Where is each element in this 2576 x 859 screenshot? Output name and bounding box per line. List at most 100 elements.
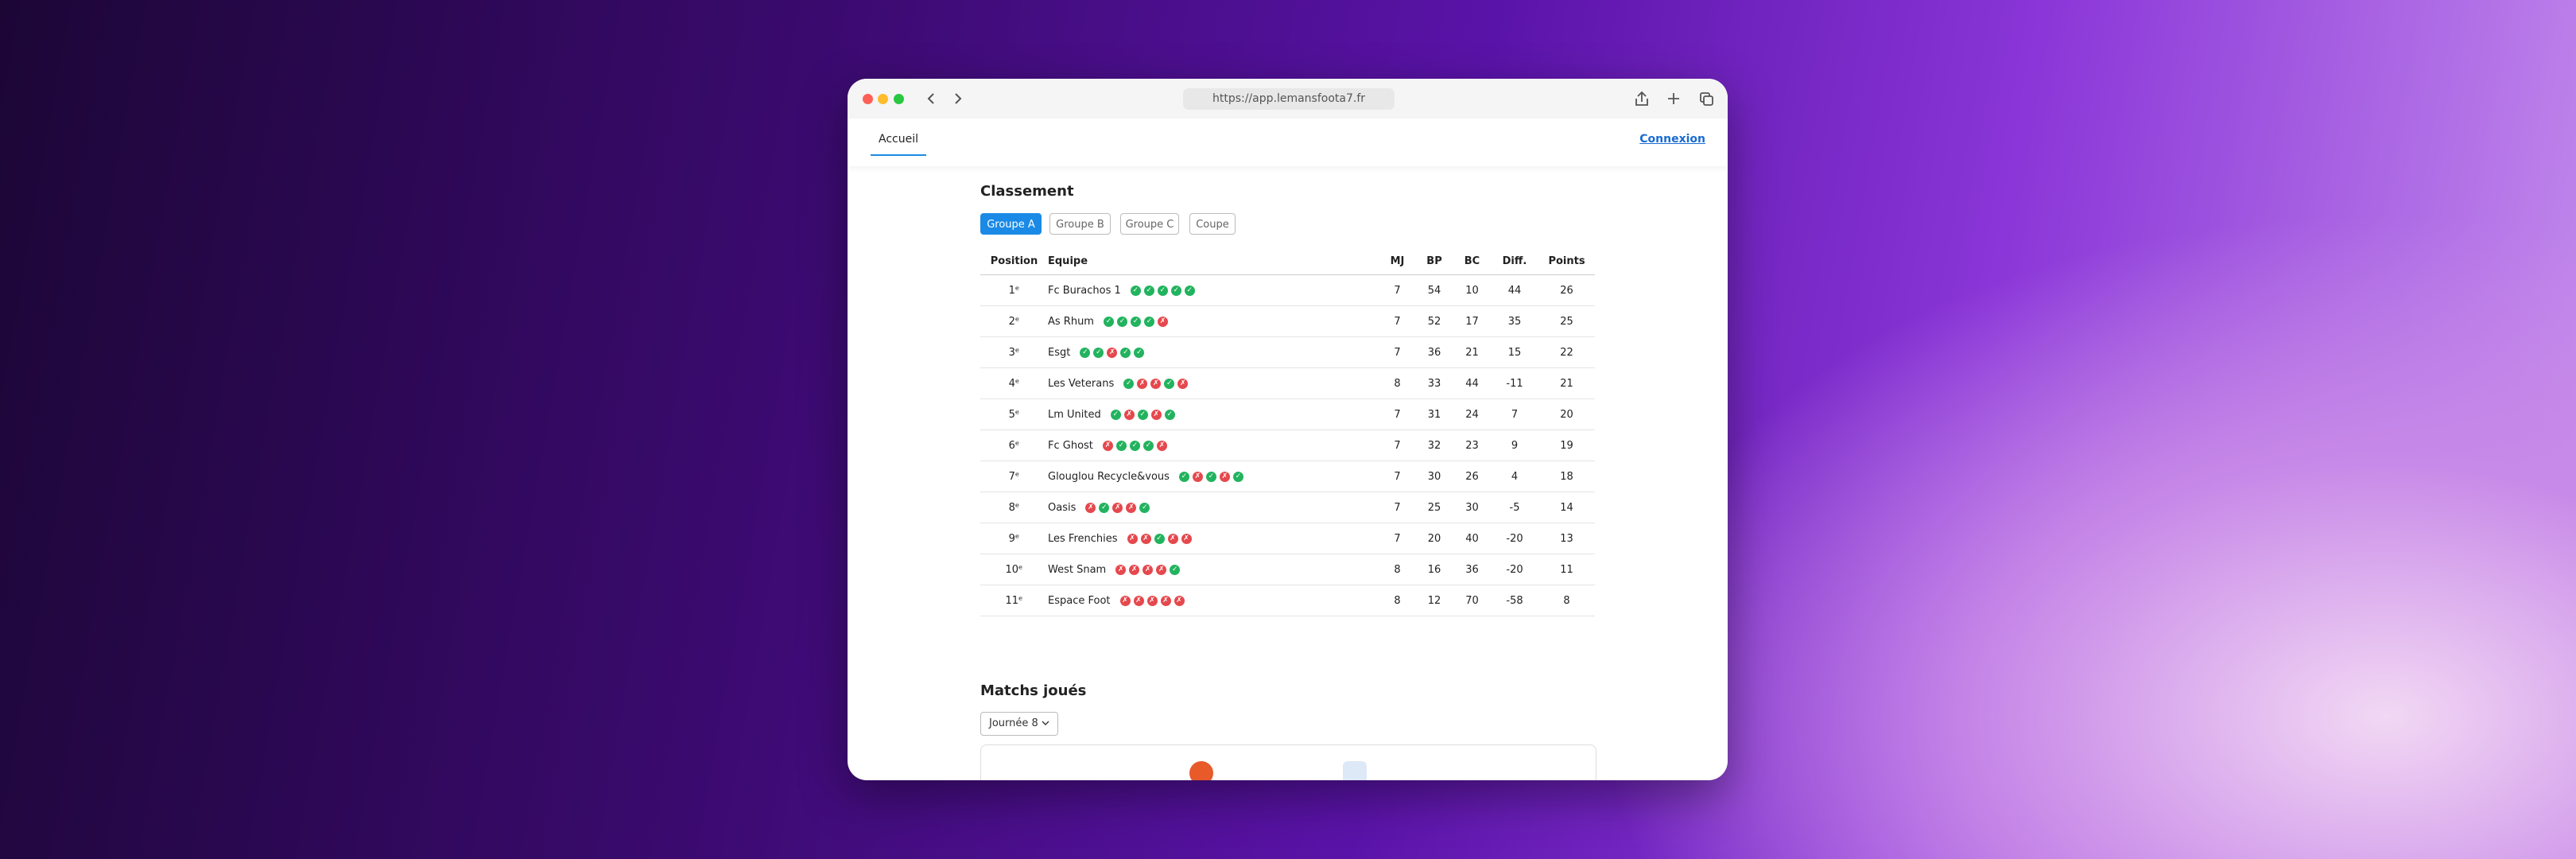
form-icon: ✗ [1156, 440, 1167, 451]
position-cell: 5ᵉ [1008, 408, 1020, 421]
points-cell: 20 [1560, 408, 1573, 421]
form-icon: ✗ [1177, 378, 1189, 389]
nav-underline [871, 154, 926, 156]
form-icon: ✓ [1143, 285, 1154, 296]
bp-cell: 31 [1427, 408, 1441, 421]
points-cell: 13 [1560, 532, 1573, 545]
table-row: 5ᵉ Lm United ✓ ✗ ✓ ✗ ✓ 7 31 24 7 20 [980, 399, 1595, 430]
bc-cell: 26 [1465, 470, 1479, 483]
team-name: Esgt [1048, 346, 1071, 359]
column-header: Points [1548, 255, 1585, 267]
bc-cell: 23 [1465, 439, 1479, 452]
bc-cell: 70 [1465, 594, 1479, 607]
form-icon: ✗ [1085, 502, 1096, 513]
team-cell: Les Frenchies ✗ ✗ ✓ ✗ ✗ [1048, 523, 1379, 554]
form-icon: ✓ [1134, 347, 1145, 358]
bp-cell: 33 [1427, 377, 1441, 390]
group-tab[interactable]: Groupe B [1049, 213, 1111, 235]
form-icon: ✗ [1119, 595, 1131, 606]
mj-cell: 7 [1394, 501, 1401, 514]
form-icon: ✗ [1140, 533, 1151, 544]
team-name: Fc Burachos 1 [1048, 284, 1121, 297]
mj-cell: 7 [1394, 346, 1401, 359]
team-name: Les Veterans [1048, 377, 1115, 390]
form-icon: ✓ [1129, 440, 1140, 451]
form-icon: ✗ [1129, 564, 1140, 575]
form-icon: ✓ [1116, 316, 1127, 327]
table-row: 4ᵉ Les Veterans ✓ ✗ ✗ ✓ ✗ 8 33 44 -11 21 [980, 368, 1595, 399]
position-cell: 9ᵉ [1008, 532, 1020, 545]
form-icon: ✓ [1184, 285, 1195, 296]
form-icon: ✗ [1112, 502, 1123, 513]
position-cell: 8ᵉ [1008, 501, 1020, 514]
form-icon: ✓ [1110, 409, 1121, 420]
points-cell: 19 [1560, 439, 1573, 452]
bp-cell: 12 [1427, 594, 1441, 607]
nav-home[interactable]: Accueil [879, 133, 918, 146]
section-title: Matchs joués [980, 682, 1087, 699]
form-icon: ✗ [1181, 533, 1192, 544]
column-header: Equipe [1048, 255, 1088, 267]
form-icon: ✗ [1219, 471, 1230, 482]
bc-cell: 17 [1465, 315, 1479, 328]
form-icon: ✓ [1137, 409, 1148, 420]
bc-cell: 24 [1465, 408, 1479, 421]
url: https://app.lemansfoota7.fr [1212, 92, 1366, 105]
position-cell: 3ᵉ [1008, 346, 1020, 359]
bp-cell: 54 [1427, 284, 1441, 297]
form-icon: ✓ [1170, 564, 1181, 575]
form-icon: ✓ [1164, 378, 1175, 389]
points-cell: 18 [1560, 470, 1573, 483]
form-icon: ✗ [1167, 533, 1178, 544]
group-tab[interactable]: Groupe A [980, 213, 1042, 235]
zoom[interactable] [894, 94, 904, 104]
group-tab[interactable]: Groupe C [1120, 213, 1179, 235]
points-cell: 8 [1563, 594, 1570, 607]
position-cell: 7ᵉ [1008, 470, 1020, 483]
form-icon: ✓ [1080, 347, 1091, 358]
form-icon: ✓ [1130, 316, 1141, 327]
form-icon: ✗ [1102, 440, 1113, 451]
team-cell: Lm United ✓ ✗ ✓ ✗ ✓ [1048, 399, 1379, 430]
minimize[interactable] [878, 94, 888, 104]
team-name: Les Frenchies [1048, 532, 1118, 545]
team-logo [1189, 761, 1213, 780]
close[interactable] [863, 94, 873, 104]
bc-cell: 21 [1465, 346, 1479, 359]
position-cell: 1ᵉ [1008, 284, 1020, 297]
mj-cell: 8 [1394, 377, 1401, 390]
form-icon: ✗ [1156, 564, 1167, 575]
table-row: 1ᵉ Fc Burachos 1 ✓ ✓ ✓ ✓ ✓ 7 54 10 44 26 [980, 275, 1595, 306]
team-cell: Glouglou Recycle&vous ✓ ✗ ✓ ✗ ✓ [1048, 461, 1379, 492]
form-icon: ✗ [1143, 564, 1154, 575]
table-header: Position Equipe MJ BP BC Diff. Points [980, 247, 1595, 275]
diff-cell: -11 [1506, 377, 1523, 390]
table-row: 6ᵉ Fc Ghost ✗ ✓ ✓ ✓ ✗ 7 32 23 9 19 [980, 430, 1595, 461]
browser-window: https://app.lemansfoota7.fr Accueil Conn… [848, 79, 1728, 780]
match-card [980, 744, 1596, 780]
team-name: Fc Ghost [1048, 439, 1093, 452]
toolbar-icons[interactable] [1631, 90, 1718, 107]
nav-login[interactable]: Connexion [1639, 133, 1705, 146]
position-cell: 2ᵉ [1008, 315, 1020, 328]
bc-cell: 36 [1465, 563, 1479, 576]
points-cell: 22 [1560, 346, 1573, 359]
form-icon: ✓ [1143, 440, 1154, 451]
diff-cell: -58 [1506, 594, 1523, 607]
form-icon: ✓ [1157, 285, 1168, 296]
form-icon: ✗ [1127, 533, 1138, 544]
address-bar[interactable]: https://app.lemansfoota7.fr [1183, 88, 1395, 110]
form-icon: ✗ [1115, 564, 1127, 575]
nav-arrows[interactable] [927, 91, 975, 107]
column-header: Diff. [1502, 255, 1527, 267]
column-header: BC [1464, 255, 1480, 267]
round-select[interactable]: Journée 8 [980, 712, 1058, 736]
table-row: 8ᵉ Oasis ✗ ✓ ✗ ✗ ✓ 7 25 30 -5 14 [980, 492, 1595, 523]
group-tab[interactable]: Coupe [1189, 213, 1236, 235]
form-icon: ✗ [1146, 595, 1158, 606]
column-header: BP [1426, 255, 1442, 267]
diff-cell: 7 [1511, 408, 1519, 421]
table-row: 7ᵉ Glouglou Recycle&vous ✓ ✗ ✓ ✗ ✓ 7 30 26 4 18 [980, 461, 1595, 492]
bp-cell: 32 [1427, 439, 1441, 452]
